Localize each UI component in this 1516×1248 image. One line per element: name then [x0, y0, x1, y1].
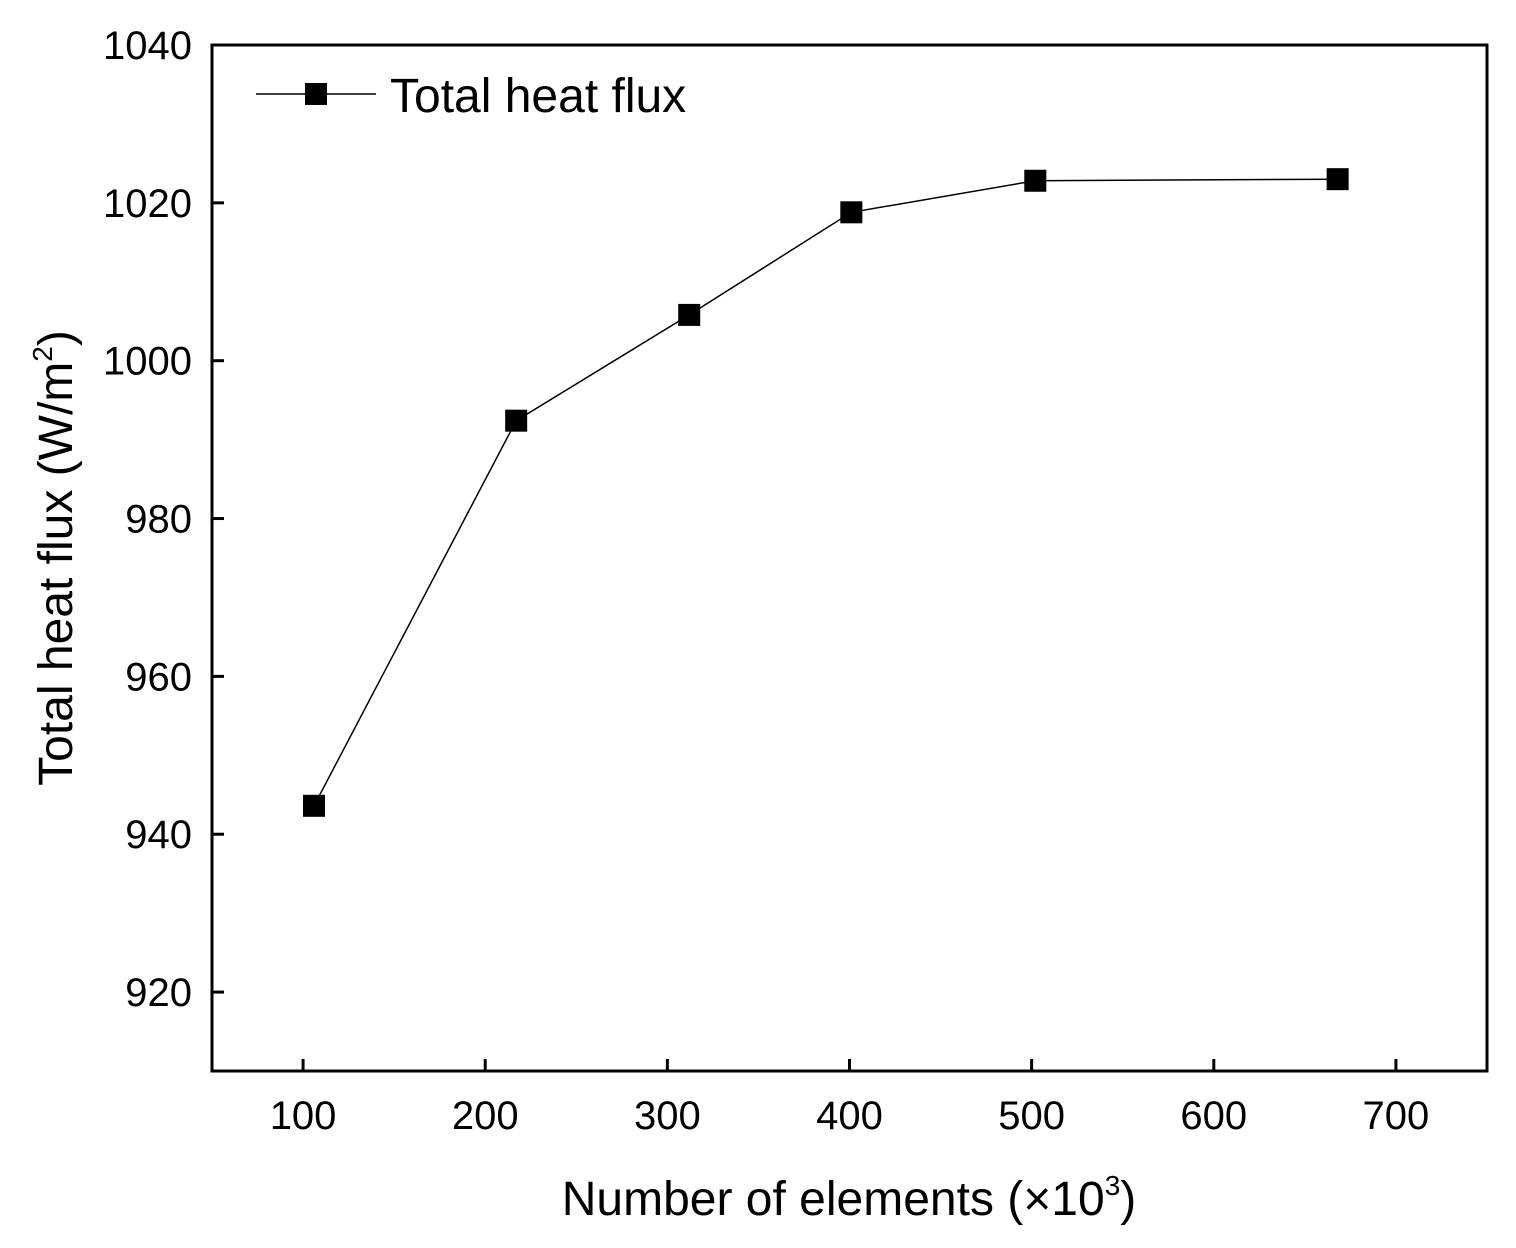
x-axis-title-text: Number of elements (×10 [562, 1173, 1105, 1226]
data-point [678, 303, 701, 326]
y-tick-label: 1000 [103, 340, 192, 384]
x-axis-title-close: ) [1120, 1173, 1136, 1226]
x-axis-title: Number of elements (×103) [562, 1170, 1137, 1226]
y-axis-title-superscript: 2 [27, 346, 58, 362]
x-tick-label: 500 [998, 1094, 1065, 1138]
y-tick-label: 920 [125, 971, 192, 1015]
plot-frame [210, 43, 1489, 1073]
x-axis: 100 200 300 400 500 600 700 [270, 1059, 1430, 1138]
series-layer [303, 168, 1349, 817]
y-tick-label: 1020 [103, 182, 192, 226]
y-tick-label: 1040 [103, 24, 192, 68]
legend-marker [305, 83, 327, 105]
legend: Total heat flux [256, 70, 686, 123]
legend-label: Total heat flux [390, 70, 686, 123]
y-axis-title-close: ) [30, 330, 83, 346]
y-axis-title: Total heat flux (W/m2) [27, 330, 83, 786]
x-tick-label: 200 [452, 1094, 519, 1138]
y-tick-label: 980 [125, 498, 192, 542]
x-tick-label: 100 [270, 1094, 337, 1138]
x-axis-title-superscript: 3 [1105, 1170, 1121, 1201]
data-point [1024, 169, 1047, 192]
y-axis: 920 940 960 980 1000 1020 1040 [103, 24, 224, 1015]
x-tick-label: 400 [816, 1094, 883, 1138]
series-line [313, 178, 1338, 807]
data-point [1326, 168, 1349, 191]
y-axis-title-text: Total heat flux (W/m [30, 362, 83, 786]
data-point [303, 794, 325, 817]
data-point [505, 409, 528, 432]
y-tick-label: 960 [125, 655, 192, 699]
x-tick-label: 600 [1180, 1094, 1247, 1138]
data-point [840, 201, 863, 224]
x-tick-label: 700 [1363, 1094, 1430, 1138]
y-tick-label: 940 [125, 813, 192, 857]
x-tick-label: 300 [634, 1094, 701, 1138]
